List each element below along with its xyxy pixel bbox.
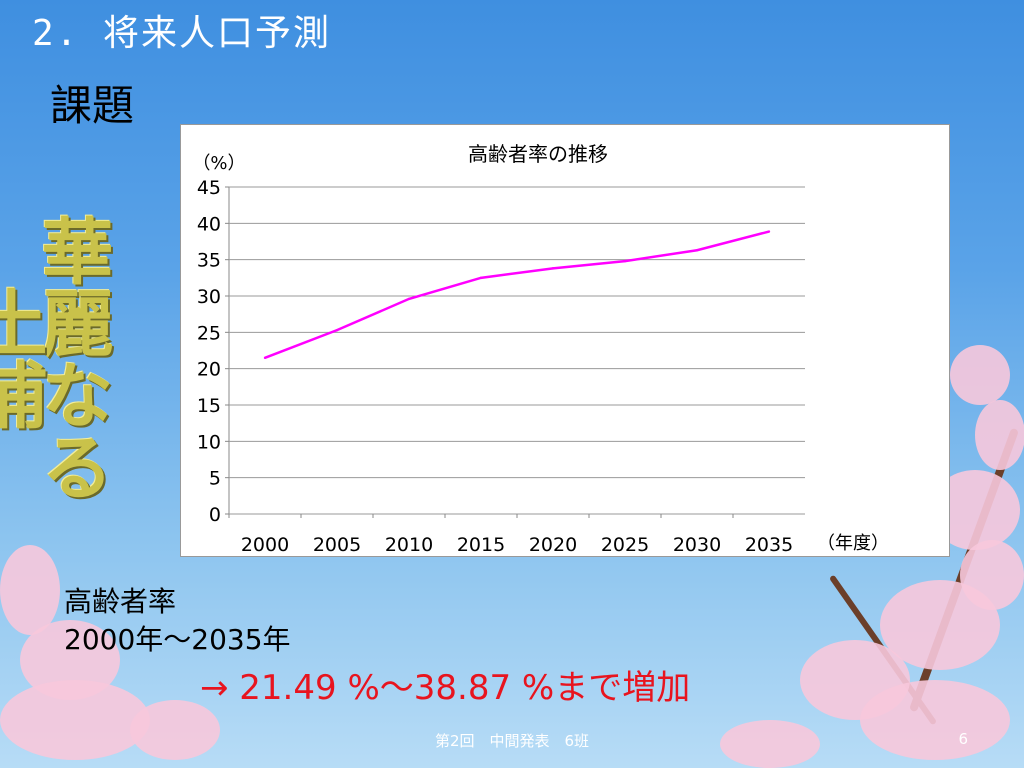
stat-range: 2000年～2035年 xyxy=(64,623,291,656)
x-axis-label: （年度） xyxy=(817,533,889,554)
y-tick-label: 20 xyxy=(197,359,221,381)
vertical-wordart: 華麗なる土浦 xyxy=(0,214,113,502)
x-tick-label: 2025 xyxy=(601,534,649,556)
footer-text: 第2回 中間発表 6班 xyxy=(434,732,590,750)
y-tick-label: 35 xyxy=(197,250,221,272)
y-tick-label: 30 xyxy=(197,286,221,308)
data-point xyxy=(263,356,267,360)
y-tick-label: 40 xyxy=(197,213,221,235)
section-heading: 課題 xyxy=(50,81,135,130)
slide-title: 2. 将来人口予測 xyxy=(32,13,332,54)
x-tick-label: 2020 xyxy=(529,534,577,556)
x-tick-label: 2035 xyxy=(745,534,793,556)
stat-result: → 21.49 %～38.87 %まで増加 xyxy=(200,668,691,708)
data-point xyxy=(623,259,627,263)
x-tick-label: 2005 xyxy=(313,534,361,556)
data-point xyxy=(551,267,555,270)
chart-title: 高齢者率の推移 xyxy=(468,142,608,166)
x-tick-label: 2030 xyxy=(673,534,721,556)
series-line xyxy=(264,230,770,360)
y-tick-label: 0 xyxy=(209,504,221,526)
x-tick-label: 2000 xyxy=(241,534,289,556)
y-tick-label: 25 xyxy=(197,322,221,344)
y-axis-label: （%） xyxy=(192,153,245,174)
data-point xyxy=(479,276,483,280)
x-tick-label: 2015 xyxy=(457,534,505,556)
data-point xyxy=(695,249,699,252)
stat-label: 高齢者率 xyxy=(64,585,177,618)
y-tick-label: 15 xyxy=(197,395,221,417)
x-tick-label: 2010 xyxy=(385,534,433,556)
data-point xyxy=(335,328,339,332)
data-point xyxy=(767,230,771,233)
line-chart: 高齢者率の推移 （%） （年度） 0 5 10 15 20 25 30 35 40 45 2000… xyxy=(180,124,950,557)
y-tick-label: 45 xyxy=(197,177,221,199)
page-number: 6 xyxy=(958,730,968,748)
y-tick-label: 10 xyxy=(197,431,221,453)
y-tick-label: 5 xyxy=(209,468,221,490)
data-point xyxy=(407,297,411,301)
